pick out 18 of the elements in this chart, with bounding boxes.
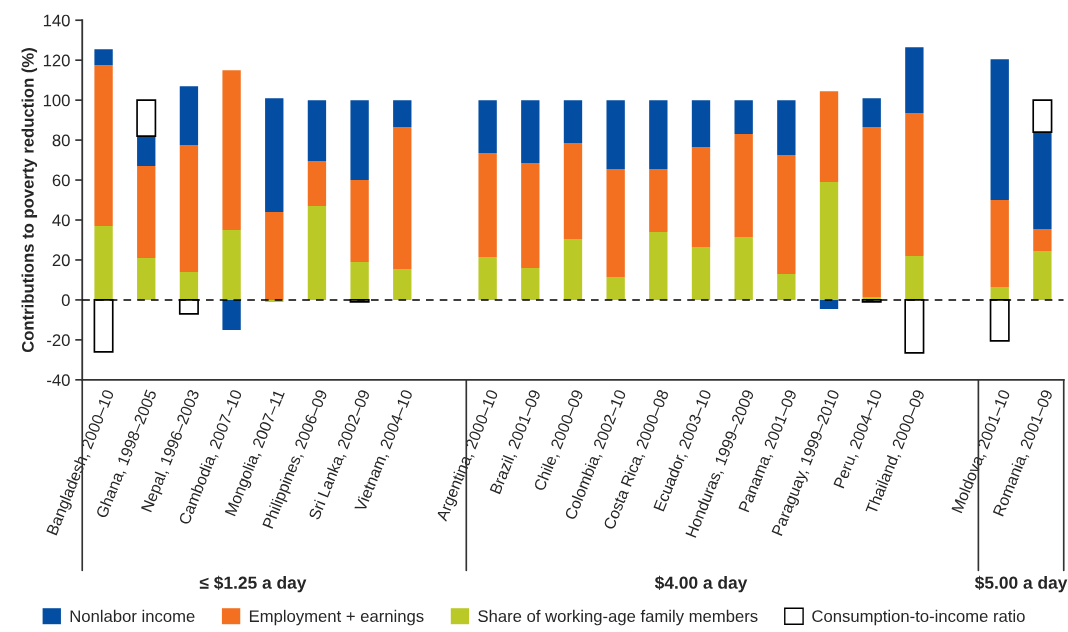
- legend-label: Consumption-to-income ratio: [812, 609, 1025, 626]
- y-tick-label: 40: [52, 214, 70, 227]
- y-tick-label: 20: [52, 254, 70, 267]
- legend-label: Employment + earnings: [249, 609, 424, 626]
- legend-label: Nonlabor income: [70, 609, 195, 623]
- y-tick-label: 60: [52, 174, 70, 187]
- y-tick-label: 140: [43, 14, 70, 27]
- y-tick-label: 100: [43, 94, 70, 107]
- text: ≤ $1.25 a day: [199, 575, 307, 593]
- y-tick-label: 120: [43, 54, 70, 67]
- y-tick-label: 80: [52, 134, 70, 147]
- y-axis-title: Contributions to poverty reduction (%): [21, 48, 38, 353]
- y-tick-label: -20: [47, 334, 70, 347]
- text: $4.00 a day: [654, 575, 748, 593]
- legend-label: Share of working-age family members: [478, 609, 758, 626]
- y-tick-label: 0: [61, 294, 70, 307]
- text: $5.00 a day: [974, 575, 1068, 593]
- y-tick-label: -40: [47, 374, 70, 387]
